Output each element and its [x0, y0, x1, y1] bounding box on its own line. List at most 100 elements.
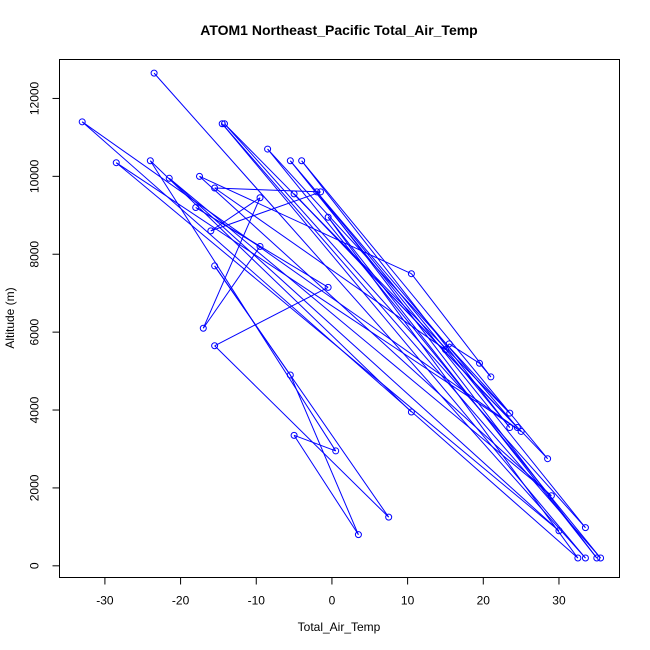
data-point: [313, 188, 321, 196]
series-segment: [168, 177, 560, 532]
y-tick-label: 4000: [28, 396, 42, 423]
data-point: [207, 227, 215, 235]
data-point: [581, 524, 589, 532]
data-point: [517, 427, 525, 435]
series-segment: [214, 187, 446, 351]
data-point: [547, 492, 555, 500]
data-point: [574, 554, 582, 562]
data-point: [298, 157, 306, 165]
series-segment: [81, 121, 522, 432]
data-point: [324, 283, 332, 291]
series-segment: [199, 175, 412, 275]
data-point: [487, 373, 495, 381]
data-point: [112, 159, 120, 167]
series-segment: [224, 123, 511, 414]
data-point: [199, 324, 207, 332]
data-point: [220, 120, 228, 128]
data-point: [192, 204, 200, 211]
data-point: [150, 69, 158, 77]
series-segment: [224, 123, 586, 528]
series-segment: [115, 162, 522, 432]
chart-title: ATOM1 Northeast_Pacific Total_Air_Temp: [200, 22, 477, 38]
series-segment: [168, 177, 552, 497]
data-point: [286, 371, 294, 379]
data-point: [593, 554, 601, 562]
data-point: [290, 190, 298, 198]
data-point: [407, 408, 415, 416]
series-segment: [214, 345, 390, 518]
data-point: [506, 424, 514, 432]
x-tick-label: -10: [248, 594, 266, 608]
data-point: [441, 346, 449, 354]
series-segment: [293, 435, 359, 535]
data-point: [544, 455, 552, 463]
x-tick-label: 30: [552, 594, 566, 608]
x-tick-label: -20: [172, 594, 190, 608]
data-point: [264, 145, 272, 153]
data-point: [286, 157, 294, 165]
data-point: [317, 188, 325, 196]
series-segment: [195, 207, 329, 288]
y-tick-label: 8000: [28, 241, 42, 268]
x-tick-label: -30: [96, 594, 114, 608]
data-point: [211, 342, 219, 350]
series-segment: [115, 162, 560, 532]
x-axis-label: Total_Air_Temp: [298, 620, 381, 634]
data-point: [211, 184, 219, 192]
data-point: [407, 270, 415, 278]
y-tick-label: 0: [28, 562, 42, 569]
data-point: [165, 174, 173, 182]
points-layer: [78, 69, 605, 562]
series-segment: [214, 286, 329, 347]
series-segment: [267, 148, 511, 414]
data-point: [476, 359, 483, 367]
data-point: [506, 409, 514, 417]
series-segment: [410, 273, 492, 378]
series-segment: [448, 343, 480, 364]
y-tick-label: 10000: [28, 159, 42, 193]
series-segment: [316, 191, 598, 559]
series-segment: [202, 197, 261, 329]
data-point: [211, 262, 219, 270]
series-segment: [293, 193, 548, 460]
y-tick-label: 6000: [28, 318, 42, 345]
x-tick-label: 0: [329, 594, 336, 608]
x-tick-label: 20: [477, 594, 491, 608]
x-axis: -30 -20 -10 0 10 20 30: [96, 577, 566, 608]
series-segment: [327, 216, 579, 559]
y-tick-label: 12000: [28, 81, 42, 115]
series-segment: [301, 160, 548, 460]
series-segment: [289, 374, 359, 535]
data-point: [146, 157, 154, 165]
series-segment: [149, 160, 412, 413]
series-layer: [81, 72, 601, 559]
data-point: [597, 554, 605, 562]
data-point: [196, 172, 203, 180]
data-point: [290, 431, 298, 439]
data-point: [256, 242, 264, 250]
data-point: [581, 554, 589, 562]
data-point: [78, 118, 86, 126]
x-tick-label: 10: [401, 594, 415, 608]
y-axis-label: Altitude (m): [3, 287, 17, 348]
series-segment: [301, 160, 511, 428]
data-point: [218, 120, 226, 128]
series-segment: [149, 160, 337, 452]
series-segment: [210, 197, 261, 232]
data-point: [385, 513, 393, 521]
series-segment: [153, 72, 586, 559]
data-point: [555, 527, 563, 535]
series-segment: [293, 434, 336, 452]
series-segment: [199, 175, 552, 497]
series-segment: [316, 191, 511, 428]
data-point: [332, 447, 340, 455]
series-segment: [221, 123, 601, 559]
y-tick-label: 2000: [28, 474, 42, 501]
data-point: [445, 340, 453, 348]
data-point: [256, 194, 264, 202]
data-point: [513, 424, 521, 432]
series-segment: [214, 187, 321, 193]
series-segment: [221, 123, 586, 559]
data-point: [354, 531, 362, 539]
